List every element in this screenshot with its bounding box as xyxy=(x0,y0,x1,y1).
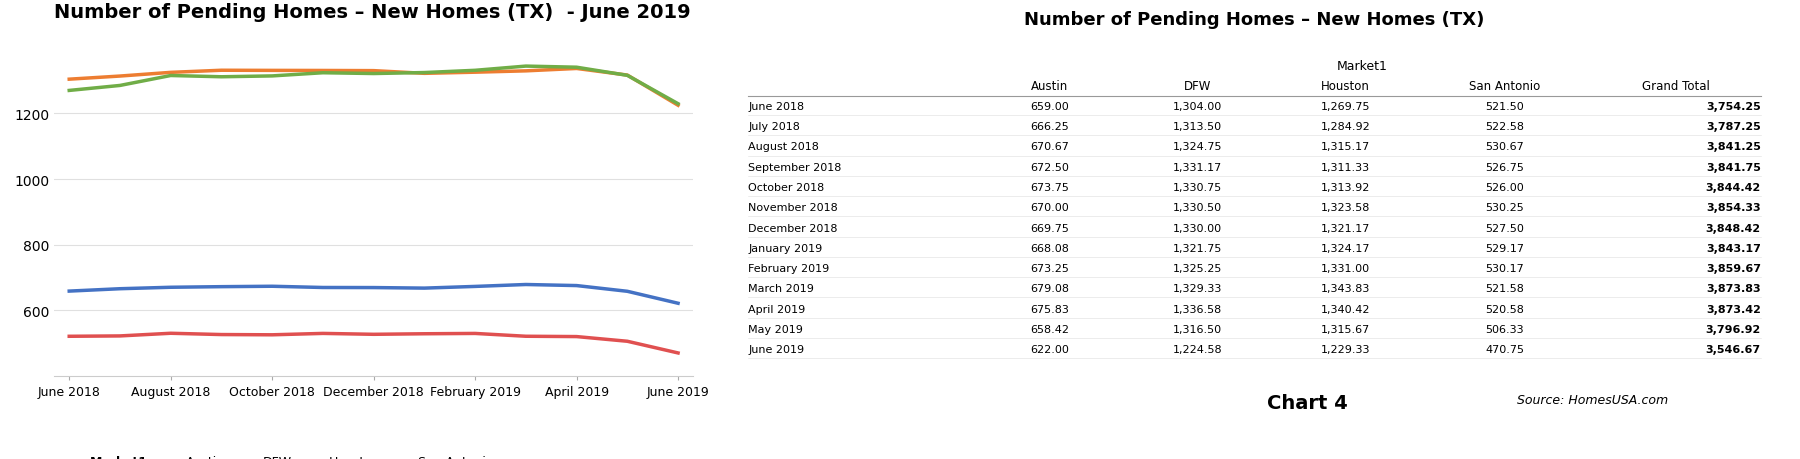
Text: 1,343.83: 1,343.83 xyxy=(1321,284,1370,294)
Text: 521.50: 521.50 xyxy=(1485,102,1525,112)
Text: 1,323.58: 1,323.58 xyxy=(1321,203,1370,213)
Text: 669.75: 669.75 xyxy=(1030,223,1069,233)
Text: Number of Pending Homes – New Homes (TX): Number of Pending Homes – New Homes (TX) xyxy=(1024,11,1485,28)
Text: 1,340.42: 1,340.42 xyxy=(1321,304,1370,314)
Text: San Antonio: San Antonio xyxy=(1469,80,1541,93)
Text: 1,224.58: 1,224.58 xyxy=(1174,344,1222,354)
Text: 658.42: 658.42 xyxy=(1030,324,1069,334)
Text: 3,873.42: 3,873.42 xyxy=(1706,304,1760,314)
Text: Chart 4: Chart 4 xyxy=(1267,393,1348,413)
Text: July 2018: July 2018 xyxy=(749,122,801,132)
Text: 3,546.67: 3,546.67 xyxy=(1706,344,1760,354)
Text: 672.50: 672.50 xyxy=(1030,162,1069,173)
Text: 679.08: 679.08 xyxy=(1030,284,1069,294)
Text: 668.08: 668.08 xyxy=(1030,243,1069,253)
Text: February 2019: February 2019 xyxy=(749,263,830,274)
Text: 3,844.42: 3,844.42 xyxy=(1706,183,1760,193)
Text: Austin: Austin xyxy=(1031,80,1069,93)
Text: 1,321.75: 1,321.75 xyxy=(1174,243,1222,253)
Text: 1,330.50: 1,330.50 xyxy=(1174,203,1222,213)
Text: 526.00: 526.00 xyxy=(1485,183,1525,193)
Text: 1,315.17: 1,315.17 xyxy=(1321,142,1370,152)
Text: 1,313.50: 1,313.50 xyxy=(1174,122,1222,132)
Text: 520.58: 520.58 xyxy=(1485,304,1525,314)
Text: 3,873.83: 3,873.83 xyxy=(1706,284,1760,294)
Text: 1,315.67: 1,315.67 xyxy=(1321,324,1370,334)
Text: 1,321.17: 1,321.17 xyxy=(1321,223,1370,233)
Text: 3,848.42: 3,848.42 xyxy=(1706,223,1760,233)
Text: 1,284.92: 1,284.92 xyxy=(1321,122,1370,132)
Text: 530.17: 530.17 xyxy=(1485,263,1525,274)
Text: 1,229.33: 1,229.33 xyxy=(1321,344,1370,354)
Text: 1,330.75: 1,330.75 xyxy=(1174,183,1222,193)
Text: 675.83: 675.83 xyxy=(1030,304,1069,314)
Text: 1,269.75: 1,269.75 xyxy=(1321,102,1370,112)
Text: December 2018: December 2018 xyxy=(749,223,837,233)
Text: 1,313.92: 1,313.92 xyxy=(1321,183,1370,193)
Text: Market1: Market1 xyxy=(1337,60,1388,73)
Text: 1,311.33: 1,311.33 xyxy=(1321,162,1370,173)
Text: 470.75: 470.75 xyxy=(1485,344,1525,354)
Text: 1,336.58: 1,336.58 xyxy=(1174,304,1222,314)
Text: Source: HomesUSA.com: Source: HomesUSA.com xyxy=(1517,393,1667,407)
Text: 666.25: 666.25 xyxy=(1030,122,1069,132)
Text: DFW: DFW xyxy=(1184,80,1211,93)
Text: 521.58: 521.58 xyxy=(1485,284,1525,294)
Text: March 2019: March 2019 xyxy=(749,284,814,294)
Text: 659.00: 659.00 xyxy=(1030,102,1069,112)
Text: Grand Total: Grand Total xyxy=(1642,80,1710,93)
Text: November 2018: November 2018 xyxy=(749,203,839,213)
Text: 1,331.00: 1,331.00 xyxy=(1321,263,1370,274)
Text: June 2019: June 2019 xyxy=(749,344,805,354)
Text: Houston: Houston xyxy=(1321,80,1370,93)
Text: September 2018: September 2018 xyxy=(749,162,842,173)
Text: 1,324.17: 1,324.17 xyxy=(1321,243,1370,253)
Text: August 2018: August 2018 xyxy=(749,142,819,152)
Text: 3,859.67: 3,859.67 xyxy=(1706,263,1760,274)
Text: October 2018: October 2018 xyxy=(749,183,824,193)
Text: 1,325.25: 1,325.25 xyxy=(1174,263,1222,274)
Text: 1,324.75: 1,324.75 xyxy=(1174,142,1222,152)
Text: 670.67: 670.67 xyxy=(1030,142,1069,152)
Text: 1,329.33: 1,329.33 xyxy=(1174,284,1222,294)
Text: 527.50: 527.50 xyxy=(1485,223,1525,233)
Text: June 2018: June 2018 xyxy=(749,102,805,112)
Text: 1,316.50: 1,316.50 xyxy=(1174,324,1222,334)
Text: 506.33: 506.33 xyxy=(1485,324,1525,334)
Text: 1,304.00: 1,304.00 xyxy=(1174,102,1222,112)
Text: May 2019: May 2019 xyxy=(749,324,803,334)
Text: 622.00: 622.00 xyxy=(1030,344,1069,354)
Text: Number of Pending Homes – New Homes (TX)  - June 2019: Number of Pending Homes – New Homes (TX)… xyxy=(54,3,691,22)
Text: 3,843.17: 3,843.17 xyxy=(1706,243,1760,253)
Text: 3,796.92: 3,796.92 xyxy=(1706,324,1760,334)
Text: April 2019: April 2019 xyxy=(749,304,806,314)
Text: 3,754.25: 3,754.25 xyxy=(1706,102,1760,112)
Legend: Market1, Austin, DFW, Houston, San Antonio: Market1, Austin, DFW, Houston, San Anton… xyxy=(59,450,499,459)
Text: 1,330.00: 1,330.00 xyxy=(1174,223,1222,233)
Text: 1,331.17: 1,331.17 xyxy=(1174,162,1222,173)
Text: 530.67: 530.67 xyxy=(1485,142,1525,152)
Text: 670.00: 670.00 xyxy=(1030,203,1069,213)
Text: 529.17: 529.17 xyxy=(1485,243,1525,253)
Text: 673.75: 673.75 xyxy=(1030,183,1069,193)
Text: 3,854.33: 3,854.33 xyxy=(1706,203,1760,213)
Text: 3,841.25: 3,841.25 xyxy=(1706,142,1760,152)
Text: 530.25: 530.25 xyxy=(1485,203,1525,213)
Text: 3,787.25: 3,787.25 xyxy=(1706,122,1760,132)
Text: 3,841.75: 3,841.75 xyxy=(1706,162,1760,173)
Text: 673.25: 673.25 xyxy=(1030,263,1069,274)
Text: 522.58: 522.58 xyxy=(1485,122,1525,132)
Text: 526.75: 526.75 xyxy=(1485,162,1525,173)
Text: January 2019: January 2019 xyxy=(749,243,823,253)
